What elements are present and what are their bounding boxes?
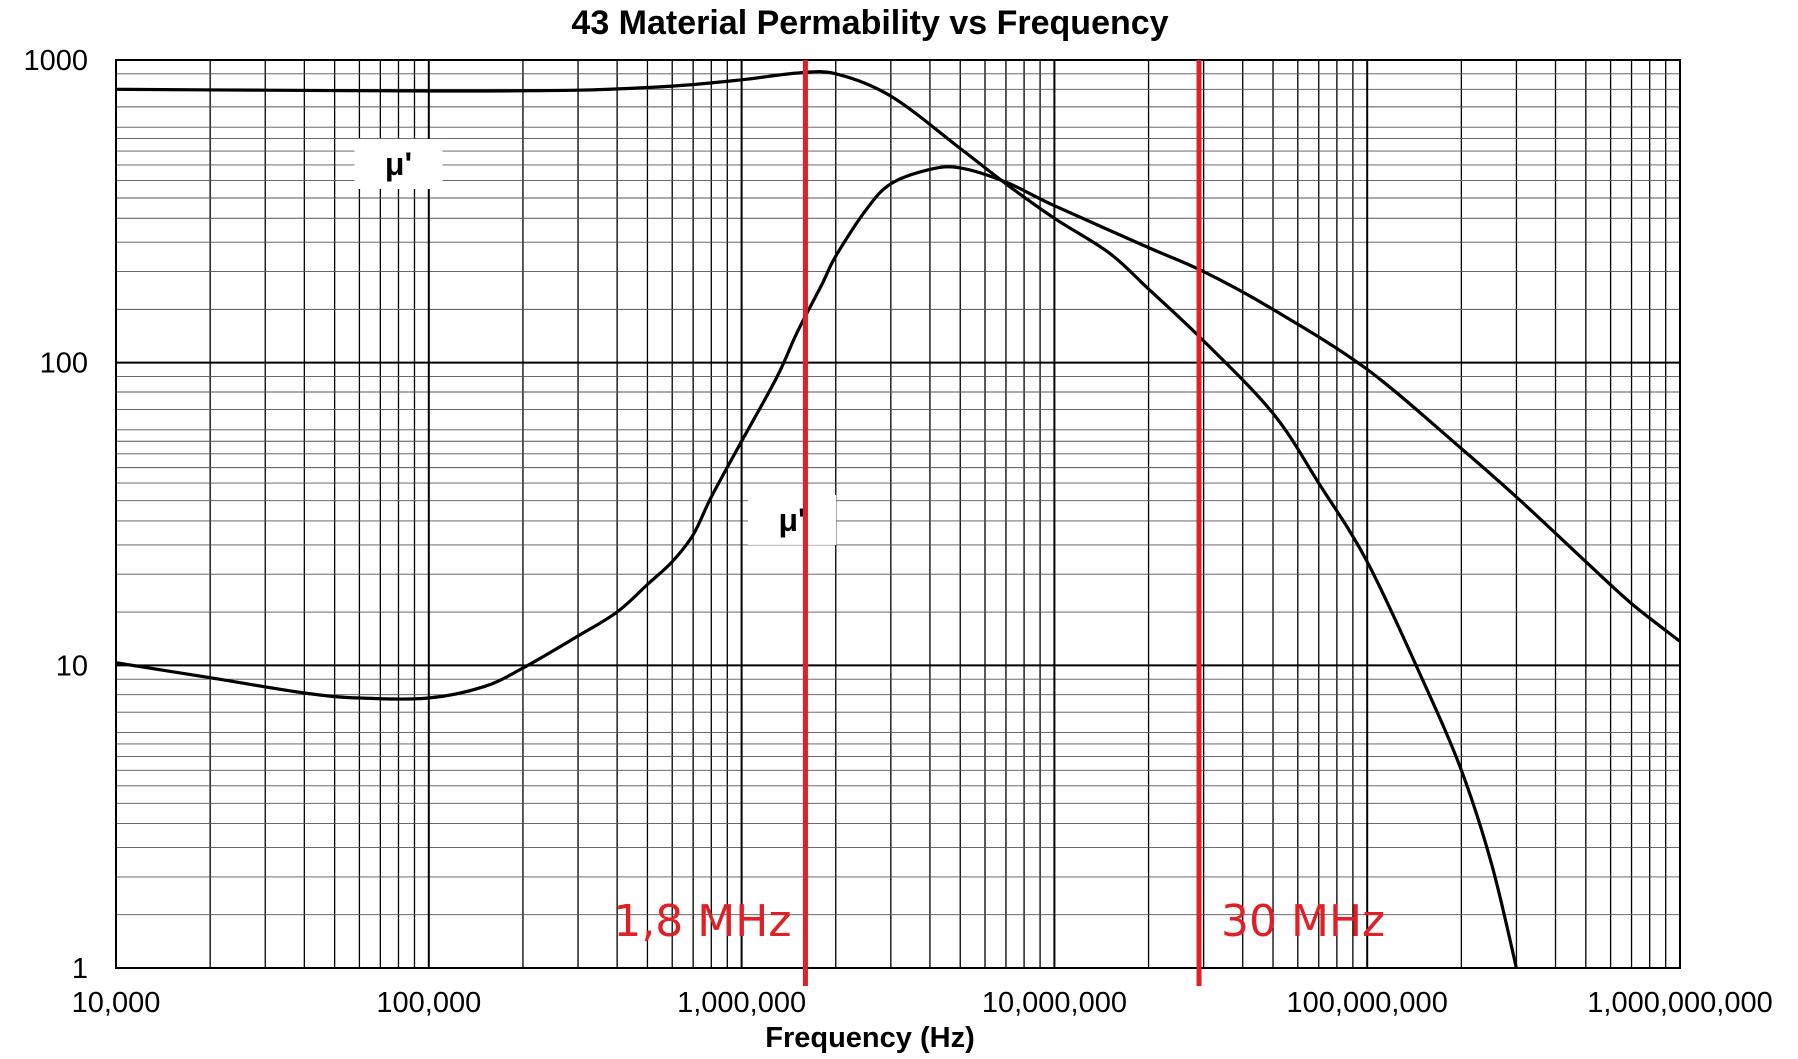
series-line-1 [115, 70, 1518, 969]
chart-title: 43 Material Permability vs Frequency [571, 4, 1168, 42]
series-label-background-1 [354, 138, 443, 189]
chart-markers: 1,8 MHz 30 MHz [613, 60, 1385, 986]
x-tick-label: 10,000 [72, 987, 161, 1019]
frequency-marker-label-1: 1,8 MHz [613, 896, 791, 947]
x-tick-label: 10,000,000 [982, 987, 1127, 1019]
series-line-2 [115, 165, 1681, 701]
chart-ticks: 10,000 100,000 1,000,000 10,000,000 100,000,… [23, 45, 1772, 1019]
series-label-2: μ' [778, 502, 805, 538]
chart-series: μ' μ' [115, 70, 1681, 969]
chart-grid [115, 59, 1681, 969]
x-tick-label: 100,000,000 [1287, 987, 1448, 1019]
x-tick-label: 1,000,000 [677, 987, 806, 1019]
y-tick-label: 1000 [23, 45, 88, 77]
series-label-1: μ' [385, 146, 412, 182]
x-tick-label: 100,000 [376, 987, 481, 1019]
plot-frame [115, 59, 1681, 969]
x-axis-label: Frequency (Hz) [765, 1022, 974, 1054]
x-tick-label: 1,000,000,000 [1587, 987, 1772, 1019]
frequency-marker-label-2: 30 MHz [1221, 896, 1385, 947]
series-label-background-2 [748, 494, 837, 545]
y-tick-label: 1 [72, 953, 88, 985]
y-tick-label: 100 [40, 348, 88, 380]
y-tick-label: 10 [56, 650, 88, 682]
